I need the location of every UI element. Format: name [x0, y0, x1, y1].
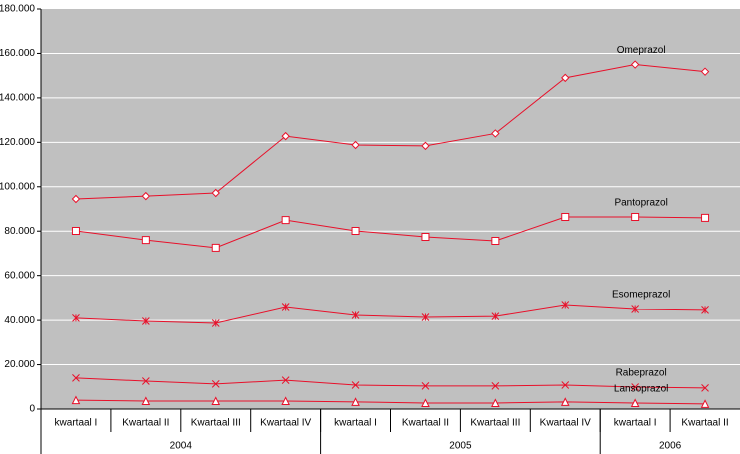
group-label: 2005	[449, 441, 472, 452]
marker	[421, 398, 430, 407]
marker	[281, 131, 290, 141]
series-line	[75, 216, 706, 249]
x-tick-label: kwartaal I	[614, 418, 657, 429]
marker	[491, 237, 500, 245]
marker	[701, 213, 710, 222]
series-line	[75, 377, 706, 389]
x-tick-label: Kwartaal II	[122, 418, 169, 429]
series-line	[75, 399, 706, 405]
marker	[351, 140, 360, 150]
marker	[630, 60, 640, 69]
series-label: Omeprazol	[617, 45, 666, 56]
marker	[351, 397, 360, 406]
marker	[281, 216, 290, 225]
marker	[421, 233, 430, 241]
marker	[701, 384, 709, 392]
marker	[700, 67, 710, 76]
y-tick-label: 180.000	[0, 4, 35, 15]
marker	[700, 399, 710, 408]
marker	[491, 312, 500, 320]
marker	[421, 141, 430, 151]
marker	[141, 377, 150, 385]
marker	[211, 319, 220, 327]
marker	[631, 383, 640, 391]
y-tick-label: 0	[29, 404, 35, 415]
marker	[631, 213, 640, 221]
marker	[281, 376, 290, 384]
marker	[71, 395, 81, 405]
series-label: Esomeprazol	[612, 290, 670, 301]
marker	[281, 303, 290, 311]
marker	[491, 382, 500, 390]
plot-area	[41, 9, 740, 409]
marker	[631, 305, 640, 313]
marker	[351, 381, 360, 389]
marker	[141, 396, 151, 405]
y-tick-label: 60.000	[4, 270, 35, 281]
marker	[630, 398, 640, 407]
marker	[421, 313, 430, 321]
group-label: 2004	[170, 441, 193, 452]
x-tick-label: Kwartaal III	[470, 418, 520, 429]
y-tick-label: 20.000	[4, 359, 35, 370]
marker	[491, 398, 500, 407]
series-label: Pantoprazol	[614, 198, 667, 209]
marker	[71, 227, 80, 235]
x-tick-label: kwartaal I	[55, 418, 98, 429]
marker	[561, 301, 570, 309]
marker	[561, 73, 570, 83]
marker	[561, 213, 570, 221]
y-tick-label: 100.000	[0, 181, 35, 192]
marker	[211, 380, 220, 388]
marker	[281, 396, 290, 405]
marker	[71, 194, 81, 204]
x-tick-label: Kwartaal III	[191, 418, 241, 429]
marker	[72, 314, 80, 322]
marker	[491, 129, 500, 138]
x-tick-label: kwartaal I	[334, 418, 377, 429]
marker	[141, 191, 151, 201]
y-tick-label: 120.000	[0, 137, 35, 148]
y-tick-label: 40.000	[4, 315, 35, 326]
series-line	[75, 304, 706, 324]
marker	[141, 236, 150, 245]
x-tick-label: Kwartaal II	[402, 418, 449, 429]
marker	[211, 396, 221, 405]
series-label: Lansoprazol	[614, 384, 668, 395]
marker	[72, 374, 80, 382]
marker	[561, 381, 570, 389]
y-tick-label: 160.000	[0, 48, 35, 59]
x-tick-label: Kwartaal IV	[540, 418, 591, 429]
marker	[560, 397, 570, 406]
x-tick-label: Kwartaal II	[681, 418, 728, 429]
group-label: 2006	[659, 441, 682, 452]
marker	[211, 188, 220, 198]
marker	[421, 382, 430, 390]
x-tick-label: Kwartaal IV	[260, 418, 311, 429]
marker	[351, 227, 360, 235]
y-tick-label: 80.000	[4, 226, 35, 237]
marker	[211, 243, 220, 252]
marker	[351, 311, 360, 319]
y-tick-label: 140.000	[0, 93, 35, 104]
marker	[701, 306, 709, 314]
marker	[141, 317, 150, 325]
series-label: Rabeprazol	[616, 368, 667, 379]
series-line	[75, 64, 706, 200]
